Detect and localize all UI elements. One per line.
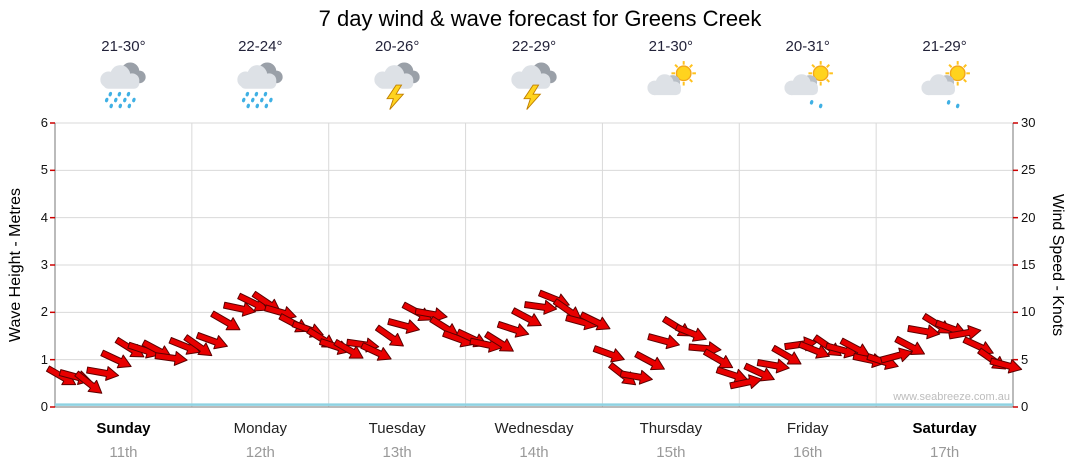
wave-axis-tick-label: 1 xyxy=(40,351,48,367)
wind-arrow xyxy=(989,357,1023,374)
rain-icon xyxy=(237,62,283,109)
day-temp-label: 21-29° xyxy=(922,38,967,55)
day-temp-label: 21-30° xyxy=(101,38,146,55)
wind-arrow xyxy=(223,301,256,317)
day-date-label: 12th xyxy=(245,444,275,461)
wind-arrow xyxy=(634,350,665,371)
wind-arrow xyxy=(948,325,982,340)
day-date-label: 17th xyxy=(929,444,960,461)
day-name-label: Monday xyxy=(233,420,287,437)
wind-axis-tick-label: 15 xyxy=(1021,257,1036,272)
wind-arrow xyxy=(511,307,542,327)
day-name-label: Wednesday xyxy=(494,420,574,437)
weather-icon-cell xyxy=(55,58,192,116)
wind-arrow xyxy=(592,345,625,363)
weather-icon-cell xyxy=(329,58,466,116)
day-date-label: 16th xyxy=(793,444,823,461)
watermark: www.seabreeze.com.au xyxy=(893,391,1010,403)
wave-axis-tick-label: 6 xyxy=(40,115,48,130)
wind-arrow xyxy=(86,366,120,381)
wind-axis-tick-label: 25 xyxy=(1021,162,1036,178)
wind-axis-tick-label: 10 xyxy=(1021,304,1036,320)
sun-shower-icon xyxy=(784,61,833,109)
wind-arrow xyxy=(879,347,913,364)
wind-arrow xyxy=(154,351,188,366)
day-date-label: 13th xyxy=(382,444,412,461)
wind-axis-tick-label: 30 xyxy=(1021,115,1036,130)
wind-arrow xyxy=(496,321,530,338)
wind-axis-tick-label: 0 xyxy=(1021,399,1029,414)
wind-arrow xyxy=(484,331,514,352)
day-date-label: 15th xyxy=(656,444,686,461)
wind-arrow xyxy=(100,349,132,369)
storm-icon xyxy=(511,62,557,110)
wind-arrow xyxy=(374,324,404,347)
wind-axis-tick-label: 5 xyxy=(1021,351,1029,367)
weather-icon-cell xyxy=(466,58,603,116)
wind-arrow xyxy=(414,307,448,323)
wind-arrow xyxy=(333,339,364,359)
day-temp-label: 22-24° xyxy=(238,38,283,55)
day-name-label: Thursday xyxy=(639,420,703,437)
wave-axis-tick-label: 0 xyxy=(40,399,48,414)
wind-arrow xyxy=(798,340,830,359)
weather-icon-cell xyxy=(739,58,876,116)
wind-arrow xyxy=(647,333,680,350)
wave-axis-tick-label: 5 xyxy=(40,162,48,178)
wind-arrow xyxy=(619,369,653,385)
wind-axis-tick-label: 20 xyxy=(1021,209,1036,225)
weather-icon-row xyxy=(55,58,1013,116)
wind-arrow xyxy=(771,344,802,365)
day-temp-label: 22-29° xyxy=(511,38,557,55)
wind-arrow xyxy=(729,374,763,390)
day-temp-label: 20-31° xyxy=(785,38,830,55)
wind-arrow xyxy=(702,348,734,369)
wind-arrow xyxy=(360,342,392,361)
storm-icon xyxy=(374,62,420,110)
page-title: 7 day wind & wave forecast for Greens Cr… xyxy=(318,6,762,31)
wind-arrow xyxy=(387,318,420,334)
day-temp-label: 20-26° xyxy=(374,38,420,55)
wind-arrow xyxy=(674,323,707,342)
weather-icon-cell xyxy=(876,58,1013,116)
wave-axis-tick-label: 4 xyxy=(40,209,48,225)
day-name-label: Friday xyxy=(786,420,829,437)
wind-arrow xyxy=(524,299,558,315)
day-date-label: 14th xyxy=(519,444,549,461)
wind-arrow xyxy=(756,358,790,374)
day-name-row: Sunday Monday Tuesday Wednesday Thursday Frid… xyxy=(55,420,1013,437)
wave-axis-tick-label: 2 xyxy=(40,304,48,320)
day-date-row: 11th 12th 13th 14th 15th 16th 17th xyxy=(55,444,1013,461)
temperature-row: 21-30° 22-24° 20-26° 22-29° 21-30° 20-31° 21-2… xyxy=(55,38,1013,55)
wind-arrow xyxy=(894,335,926,356)
weather-icon-cell xyxy=(192,58,329,116)
sun-shower-icon xyxy=(921,61,970,109)
day-name-label: Tuesday xyxy=(368,420,426,437)
partly-cloudy-icon xyxy=(647,61,696,96)
day-temp-label: 21-30° xyxy=(648,38,694,55)
wind-arrow xyxy=(210,310,241,331)
weather-icon-cell xyxy=(602,58,739,116)
wind-arrow xyxy=(579,311,611,331)
day-name-label: Sunday xyxy=(96,420,151,437)
wind-wave-chart xyxy=(45,122,1023,408)
wind-arrow xyxy=(74,370,103,394)
wind-arrow xyxy=(183,334,213,357)
day-name-label: Saturday xyxy=(912,420,977,437)
wind-arrow xyxy=(195,332,228,350)
wind-arrow xyxy=(743,362,775,382)
wave-axis-tick-label: 3 xyxy=(40,257,48,272)
wind-arrow xyxy=(907,324,941,340)
rain-icon xyxy=(100,62,147,109)
day-date-label: 11th xyxy=(109,444,138,461)
wind-arrow xyxy=(237,292,269,312)
